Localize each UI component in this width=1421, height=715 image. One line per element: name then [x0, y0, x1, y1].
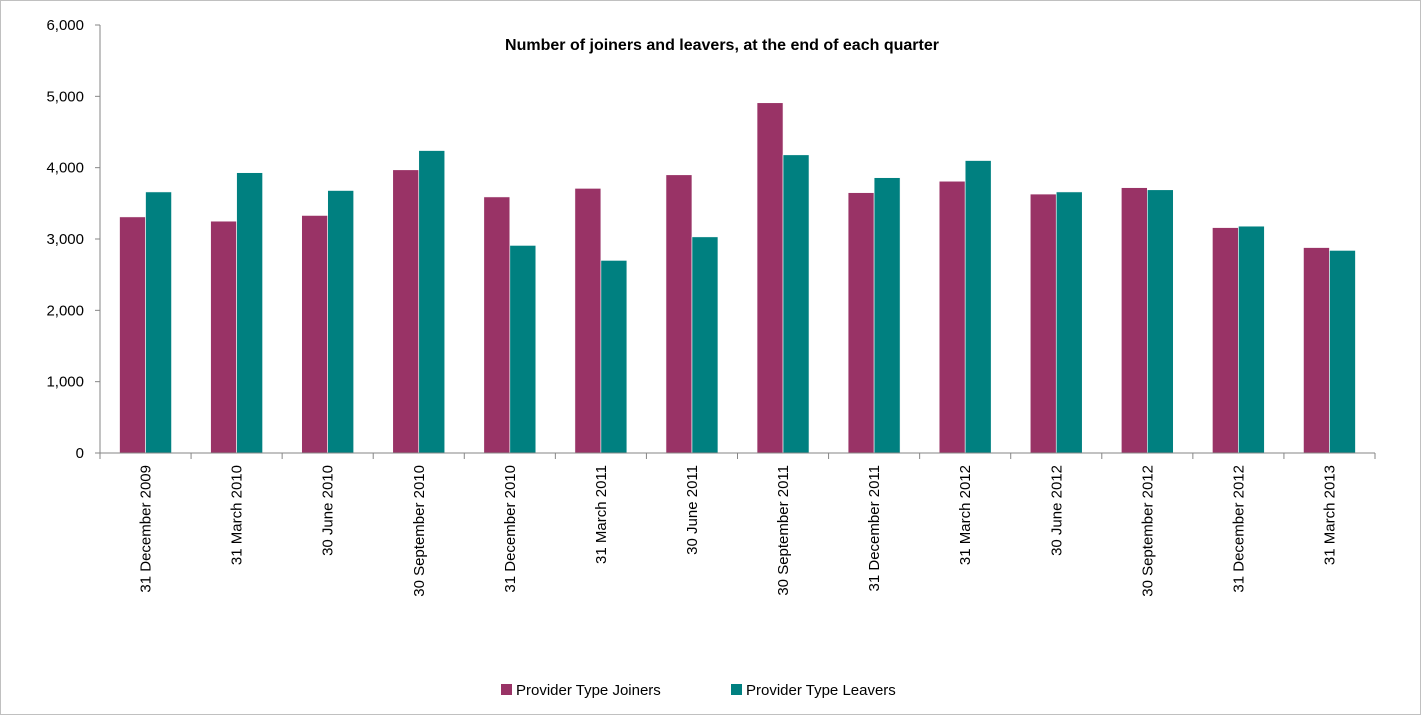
x-tick-label: 31 December 2011 — [866, 465, 883, 591]
y-tick-label: 4,000 — [46, 160, 84, 177]
x-tick-label: 31 December 2009 — [138, 465, 155, 593]
bar-joiners — [847, 192, 875, 454]
x-tick-label: 30 June 2010 — [320, 465, 337, 556]
bar-leavers — [964, 160, 992, 454]
bar-joiners — [301, 215, 328, 454]
x-tick-label: 30 September 2011 — [775, 465, 792, 596]
y-tick-label: 1,000 — [46, 374, 84, 391]
legend-swatch — [731, 684, 742, 695]
bar-leavers — [418, 150, 446, 454]
bar-leavers — [236, 172, 263, 454]
x-tick-label: 30 June 2011 — [684, 465, 701, 555]
bars-group — [119, 102, 1356, 454]
bar-joiners — [665, 174, 693, 454]
x-axis-ticks — [99, 453, 1376, 459]
chart-title: Number of joiners and leavers, at the en… — [505, 37, 939, 54]
bar-joiners — [483, 196, 511, 454]
legend-swatch — [501, 684, 512, 695]
bar-joiners — [756, 102, 784, 454]
x-tick-label: 31 December 2012 — [1230, 465, 1247, 593]
bar-joiners — [1029, 193, 1057, 454]
x-tick-label: 30 September 2010 — [411, 465, 428, 597]
bar-joiners — [1121, 187, 1148, 454]
bar-leavers — [1238, 225, 1265, 454]
x-tick-label: 30 September 2012 — [1139, 465, 1156, 597]
y-tick-label: 6,000 — [46, 17, 84, 34]
bar-joiners — [938, 180, 966, 454]
legend-label: Provider Type Joiners — [516, 682, 661, 699]
x-tick-label: 31 March 2012 — [957, 465, 974, 565]
bar-leavers — [600, 260, 628, 454]
bar-leavers — [691, 236, 719, 454]
y-tick-label: 3,000 — [46, 231, 84, 248]
y-tick-label: 0 — [76, 445, 84, 462]
y-tick-label: 5,000 — [46, 88, 84, 105]
y-axis-ticks: 0 1,000 2,000 3,000 4,000 5,000 6,000 — [46, 17, 100, 462]
y-tick-label: 2,000 — [46, 302, 84, 319]
x-axis-labels: 31 December 2009 31 March 2010 30 June 201… — [138, 465, 1339, 597]
bar-joiners — [119, 216, 146, 454]
bar-leavers — [327, 190, 354, 454]
bar-leavers — [782, 154, 810, 454]
x-tick-label: 31 March 2013 — [1321, 465, 1338, 565]
bar-joiners — [574, 188, 602, 454]
bar-leavers — [509, 245, 537, 454]
bar-leavers — [1147, 189, 1174, 454]
bar-leavers — [1055, 191, 1083, 454]
x-tick-label: 31 March 2010 — [229, 465, 246, 565]
legend-label: Provider Type Leavers — [746, 682, 896, 699]
legend: Provider Type Joiners Provider Type Leave… — [501, 682, 896, 699]
x-tick-label: 31 March 2011 — [593, 465, 610, 564]
x-tick-label: 31 December 2010 — [502, 465, 519, 593]
bar-joiners — [392, 169, 420, 454]
bar-joiners — [1303, 247, 1330, 454]
bar-leavers — [145, 191, 172, 454]
bar-leavers — [873, 177, 901, 454]
x-tick-label: 30 June 2012 — [1048, 465, 1065, 556]
bar-leavers — [1329, 250, 1356, 454]
bar-joiners — [1212, 227, 1239, 454]
bar-joiners — [210, 220, 237, 454]
